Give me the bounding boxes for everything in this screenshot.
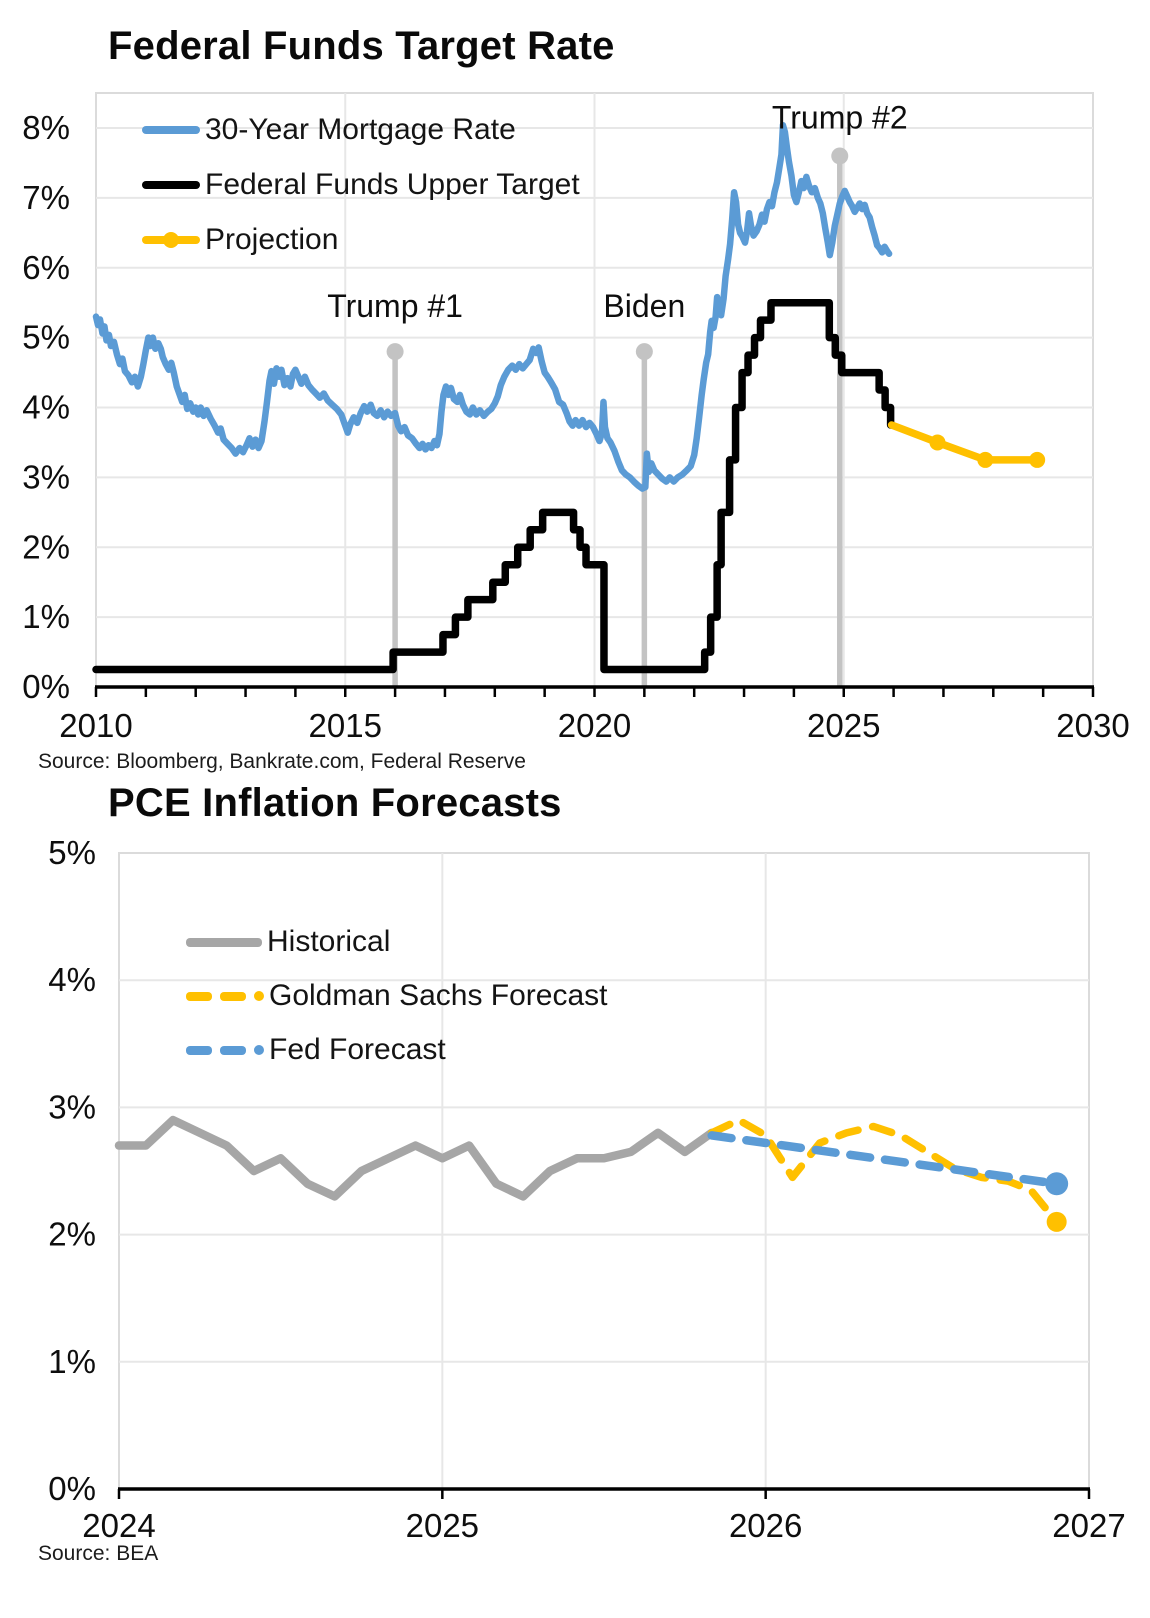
legend-label: Fed Forecast bbox=[269, 1033, 446, 1066]
goldman-forecast-line bbox=[707, 1116, 1061, 1226]
projection-line-marker bbox=[977, 451, 994, 468]
y-tick-label: 1% bbox=[48, 1343, 96, 1380]
chart2-title: PCE Inflation Forecasts bbox=[108, 781, 562, 825]
annotation-label: Trump #1 bbox=[327, 288, 463, 324]
projection-line-marker bbox=[1029, 451, 1046, 468]
x-tick-label: 2020 bbox=[558, 707, 631, 744]
y-tick-label: 6% bbox=[22, 249, 70, 286]
x-tick-label: 2024 bbox=[82, 1507, 155, 1544]
y-tick-label: 1% bbox=[22, 598, 70, 635]
legend-item-fed-funds: Federal Funds Upper Target bbox=[142, 157, 580, 212]
y-tick-label: 4% bbox=[22, 389, 70, 426]
legend-label: Goldman Sachs Forecast bbox=[269, 979, 608, 1012]
historical-line bbox=[114, 1115, 716, 1201]
fed-funds-step-line bbox=[92, 298, 896, 674]
chart-2: 2024 2025 2026 2027 0% 1% 2% 3% 4% 5% bbox=[48, 834, 1125, 1544]
chart1-source: Source: Bloomberg, Bankrate.com, Federal… bbox=[38, 750, 526, 773]
fed-funds-line-swatch bbox=[142, 180, 200, 189]
projection-line bbox=[887, 421, 1041, 464]
legend-item-goldman: Goldman Sachs Forecast bbox=[186, 969, 607, 1023]
y-tick-label: 0% bbox=[48, 1470, 96, 1507]
annotation-dot bbox=[831, 147, 849, 165]
projection-line-marker bbox=[929, 434, 946, 451]
x-tick-label: 2027 bbox=[1052, 1507, 1125, 1544]
legend-item-historical: Historical bbox=[186, 915, 607, 969]
chart1-legend: 30-Year Mortgage Rate Federal Funds Uppe… bbox=[142, 102, 580, 267]
legend-item-fed-forecast: Fed Forecast bbox=[186, 1023, 607, 1077]
legend-item-projection: Projection bbox=[142, 212, 580, 267]
fed-forecast-line-end-dot bbox=[1045, 1172, 1069, 1196]
historical-line-swatch bbox=[186, 937, 262, 947]
y-tick-label: 0% bbox=[22, 668, 70, 705]
y-tick-label: 5% bbox=[22, 319, 70, 356]
legend-label: 30-Year Mortgage Rate bbox=[205, 112, 516, 146]
chart2-legend: Historical Goldman Sachs Forecast Fed Fo… bbox=[186, 915, 607, 1077]
annotation-label: Trump #2 bbox=[772, 100, 908, 136]
mortgage-line-swatch bbox=[142, 125, 200, 134]
x-tick-label: 2026 bbox=[729, 1507, 802, 1544]
legend-label: Projection bbox=[205, 222, 339, 256]
annotation-dot bbox=[635, 343, 653, 361]
fed-forecast-line bbox=[707, 1131, 1061, 1188]
y-tick-label: 4% bbox=[48, 961, 96, 998]
x-tick-label: 2025 bbox=[807, 707, 880, 744]
legend-item-mortgage: 30-Year Mortgage Rate bbox=[142, 102, 580, 157]
chart1-title: Federal Funds Target Rate bbox=[108, 24, 615, 68]
y-tick-label: 5% bbox=[48, 834, 96, 871]
legend-label: Historical bbox=[267, 925, 391, 958]
x-tick-label: 2010 bbox=[59, 707, 132, 744]
goldman-forecast-line-end-dot bbox=[1046, 1211, 1067, 1232]
y-tick-label: 2% bbox=[22, 528, 70, 565]
y-tick-label: 7% bbox=[22, 179, 70, 216]
projection-line-swatch bbox=[142, 231, 200, 248]
y-tick-label: 2% bbox=[48, 1216, 96, 1253]
chart2-source: Source: BEA bbox=[38, 1542, 159, 1565]
y-tick-label: 3% bbox=[22, 458, 70, 495]
goldman-line-swatch bbox=[186, 991, 264, 1001]
x-tick-label: 2015 bbox=[309, 707, 382, 744]
annotation-dot bbox=[386, 343, 404, 361]
mortgage-rate-line bbox=[92, 121, 893, 492]
x-tick-label: 2030 bbox=[1056, 707, 1129, 744]
fed-forecast-line-swatch bbox=[186, 1045, 264, 1055]
chart-1: 2010 2015 2020 2025 2030 0% 1% 2% 3% 4% 5% 6% 7% 8% Tr… bbox=[22, 92, 1130, 744]
annotation-label: Biden bbox=[603, 288, 685, 324]
y-tick-label: 8% bbox=[22, 109, 70, 146]
y-tick-label: 3% bbox=[48, 1088, 96, 1125]
legend-label: Federal Funds Upper Target bbox=[205, 167, 580, 201]
x-tick-label: 2025 bbox=[406, 1507, 479, 1544]
